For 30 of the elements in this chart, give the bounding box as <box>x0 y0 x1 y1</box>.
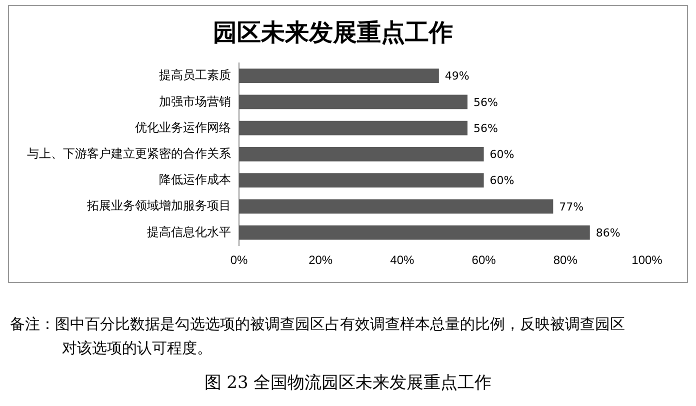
x-tick-label: 80% <box>553 253 578 268</box>
bar <box>239 199 554 214</box>
x-tick-label: 40% <box>390 253 415 268</box>
bar <box>239 120 468 136</box>
x-tick-label: 20% <box>308 253 333 268</box>
bar <box>239 225 590 240</box>
x-tick-label: 100% <box>632 253 663 268</box>
y-tick-label: 降低运作成本 <box>159 172 231 187</box>
bar <box>239 68 439 84</box>
y-tick-label: 提高信息化水平 <box>147 224 231 239</box>
x-tick-label: 0% <box>230 253 248 268</box>
data-label: 77% <box>559 200 584 214</box>
data-label: 49% <box>444 70 470 83</box>
data-label: 60% <box>490 148 514 162</box>
x-tick-label: 60% <box>472 253 496 268</box>
bar <box>239 147 484 162</box>
chart-title: 园区未来发展重点工作 <box>213 18 453 47</box>
y-tick-label: 优化业务运作网络 <box>135 120 231 134</box>
data-label: 86% <box>596 226 620 240</box>
y-tick-label: 拓展业务领域增加服务项目 <box>86 198 231 213</box>
data-label: 60% <box>490 174 514 188</box>
bar <box>239 173 484 188</box>
y-tick-label: 与上、下游客户建立更紧密的合作关系 <box>27 146 231 161</box>
data-label: 56% <box>473 122 498 135</box>
bar <box>239 94 468 110</box>
y-tick-label: 提高员工素质 <box>159 68 231 82</box>
y-tick-label: 加强市场营销 <box>159 94 231 108</box>
data-label: 56% <box>473 96 498 109</box>
text: 备注：图中百分比数据是勾选选项的被调查园区占有效调查样本总量的比例，反映被调查园区对该选项的认可程度。 <box>10 314 626 359</box>
caption: 图 23 全国物流园区未来发展重点工作 <box>203 372 493 394</box>
